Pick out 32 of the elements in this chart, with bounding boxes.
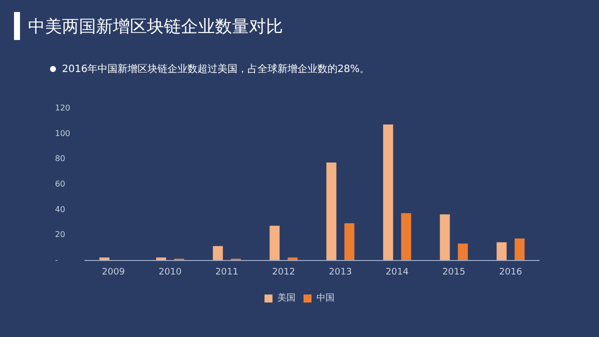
x-tick-label: 2010	[158, 268, 182, 278]
bar	[212, 246, 223, 260]
y-tick-label: 80	[55, 154, 66, 164]
y-tick-label: 100	[55, 128, 70, 138]
bar	[440, 214, 450, 260]
y-tick-label: 60	[55, 180, 66, 188]
y-tick-label: 40	[55, 204, 66, 214]
x-tick-label: 2011	[215, 268, 238, 278]
x-tick-label: 2014	[386, 268, 409, 278]
y-tick-label: 20	[55, 230, 66, 240]
chart-title: 中美两国新增区块链企业数量对比	[28, 16, 283, 38]
bar	[458, 244, 468, 260]
bar	[288, 257, 298, 260]
y-tick-label: 120	[55, 104, 70, 112]
chart-subtitle: 2016年中国新增区块链企业数超过美国，占全球新增企业数的28%。	[62, 62, 370, 76]
bar	[514, 238, 525, 260]
bar	[270, 226, 280, 260]
bar	[383, 124, 394, 260]
bar	[156, 257, 166, 260]
legend-label: 美国	[278, 292, 296, 304]
bar	[496, 242, 507, 260]
bar	[99, 257, 110, 260]
legend-label: 中国	[316, 292, 334, 304]
x-tick-label: 2016	[499, 268, 522, 278]
x-tick-label: 2012	[272, 268, 296, 278]
bar	[344, 223, 354, 260]
x-tick-label: 2015	[442, 268, 466, 278]
bar	[401, 213, 412, 260]
x-tick-label: 2009	[102, 268, 126, 278]
x-tick-label: 2013	[328, 268, 352, 278]
y-tick-label: -	[55, 256, 58, 264]
bar	[326, 162, 336, 260]
